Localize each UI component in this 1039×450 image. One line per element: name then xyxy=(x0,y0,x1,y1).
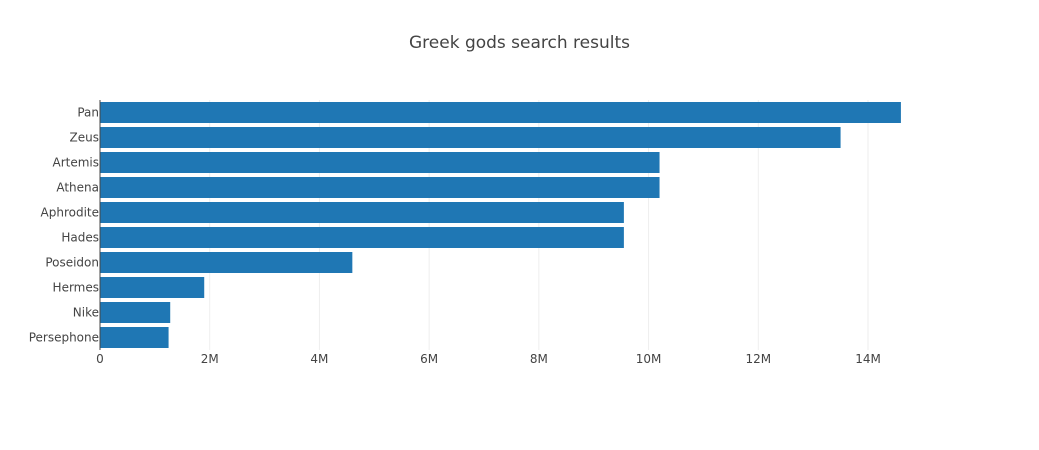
y-tick-label-hermes: Hermes xyxy=(53,281,99,295)
y-tick-label-nike: Nike xyxy=(73,306,99,320)
y-tick-label-athena: Athena xyxy=(56,181,99,195)
x-tick-label-10m: 10M xyxy=(636,352,662,366)
x-tick-label-4m: 4M xyxy=(310,352,328,366)
bar-nike[interactable] xyxy=(100,302,171,323)
x-tick-label-8m: 8M xyxy=(530,352,548,366)
y-tick-label-hades: Hades xyxy=(61,231,99,245)
bar-pan[interactable] xyxy=(100,102,901,123)
bar-artemis[interactable] xyxy=(100,152,660,173)
bar-hades[interactable] xyxy=(100,227,624,248)
bar-athena[interactable] xyxy=(100,177,660,198)
y-tick-label-aphrodite: Aphrodite xyxy=(41,206,99,220)
bar-persephone[interactable] xyxy=(100,327,169,348)
y-tick-label-artemis: Artemis xyxy=(52,156,99,170)
grid-layer xyxy=(209,100,869,350)
bar-poseidon[interactable] xyxy=(100,252,353,273)
bar-aphrodite[interactable] xyxy=(100,202,624,223)
x-tick-label-0: 0 xyxy=(96,352,104,366)
x-tick-label-6m: 6M xyxy=(420,352,438,366)
x-tick-label-14m: 14M xyxy=(855,352,881,366)
axis-layer: 0 2M 4M 6M 8M 10M 12M 14M Pan Zeus Artemis Athena Ap… xyxy=(29,100,881,366)
x-tick-label-2m: 2M xyxy=(201,352,219,366)
chart-title: Greek gods search results xyxy=(408,33,631,53)
y-tick-label-pan: Pan xyxy=(77,106,99,120)
bar-hermes[interactable] xyxy=(100,277,205,298)
y-tick-label-poseidon: Poseidon xyxy=(45,256,99,270)
bar-zeus[interactable] xyxy=(100,127,841,148)
y-tick-label-persephone: Persephone xyxy=(29,331,99,345)
bar-layer xyxy=(100,102,901,348)
y-tick-label-zeus: Zeus xyxy=(70,131,99,145)
x-tick-label-12m: 12M xyxy=(745,352,771,366)
